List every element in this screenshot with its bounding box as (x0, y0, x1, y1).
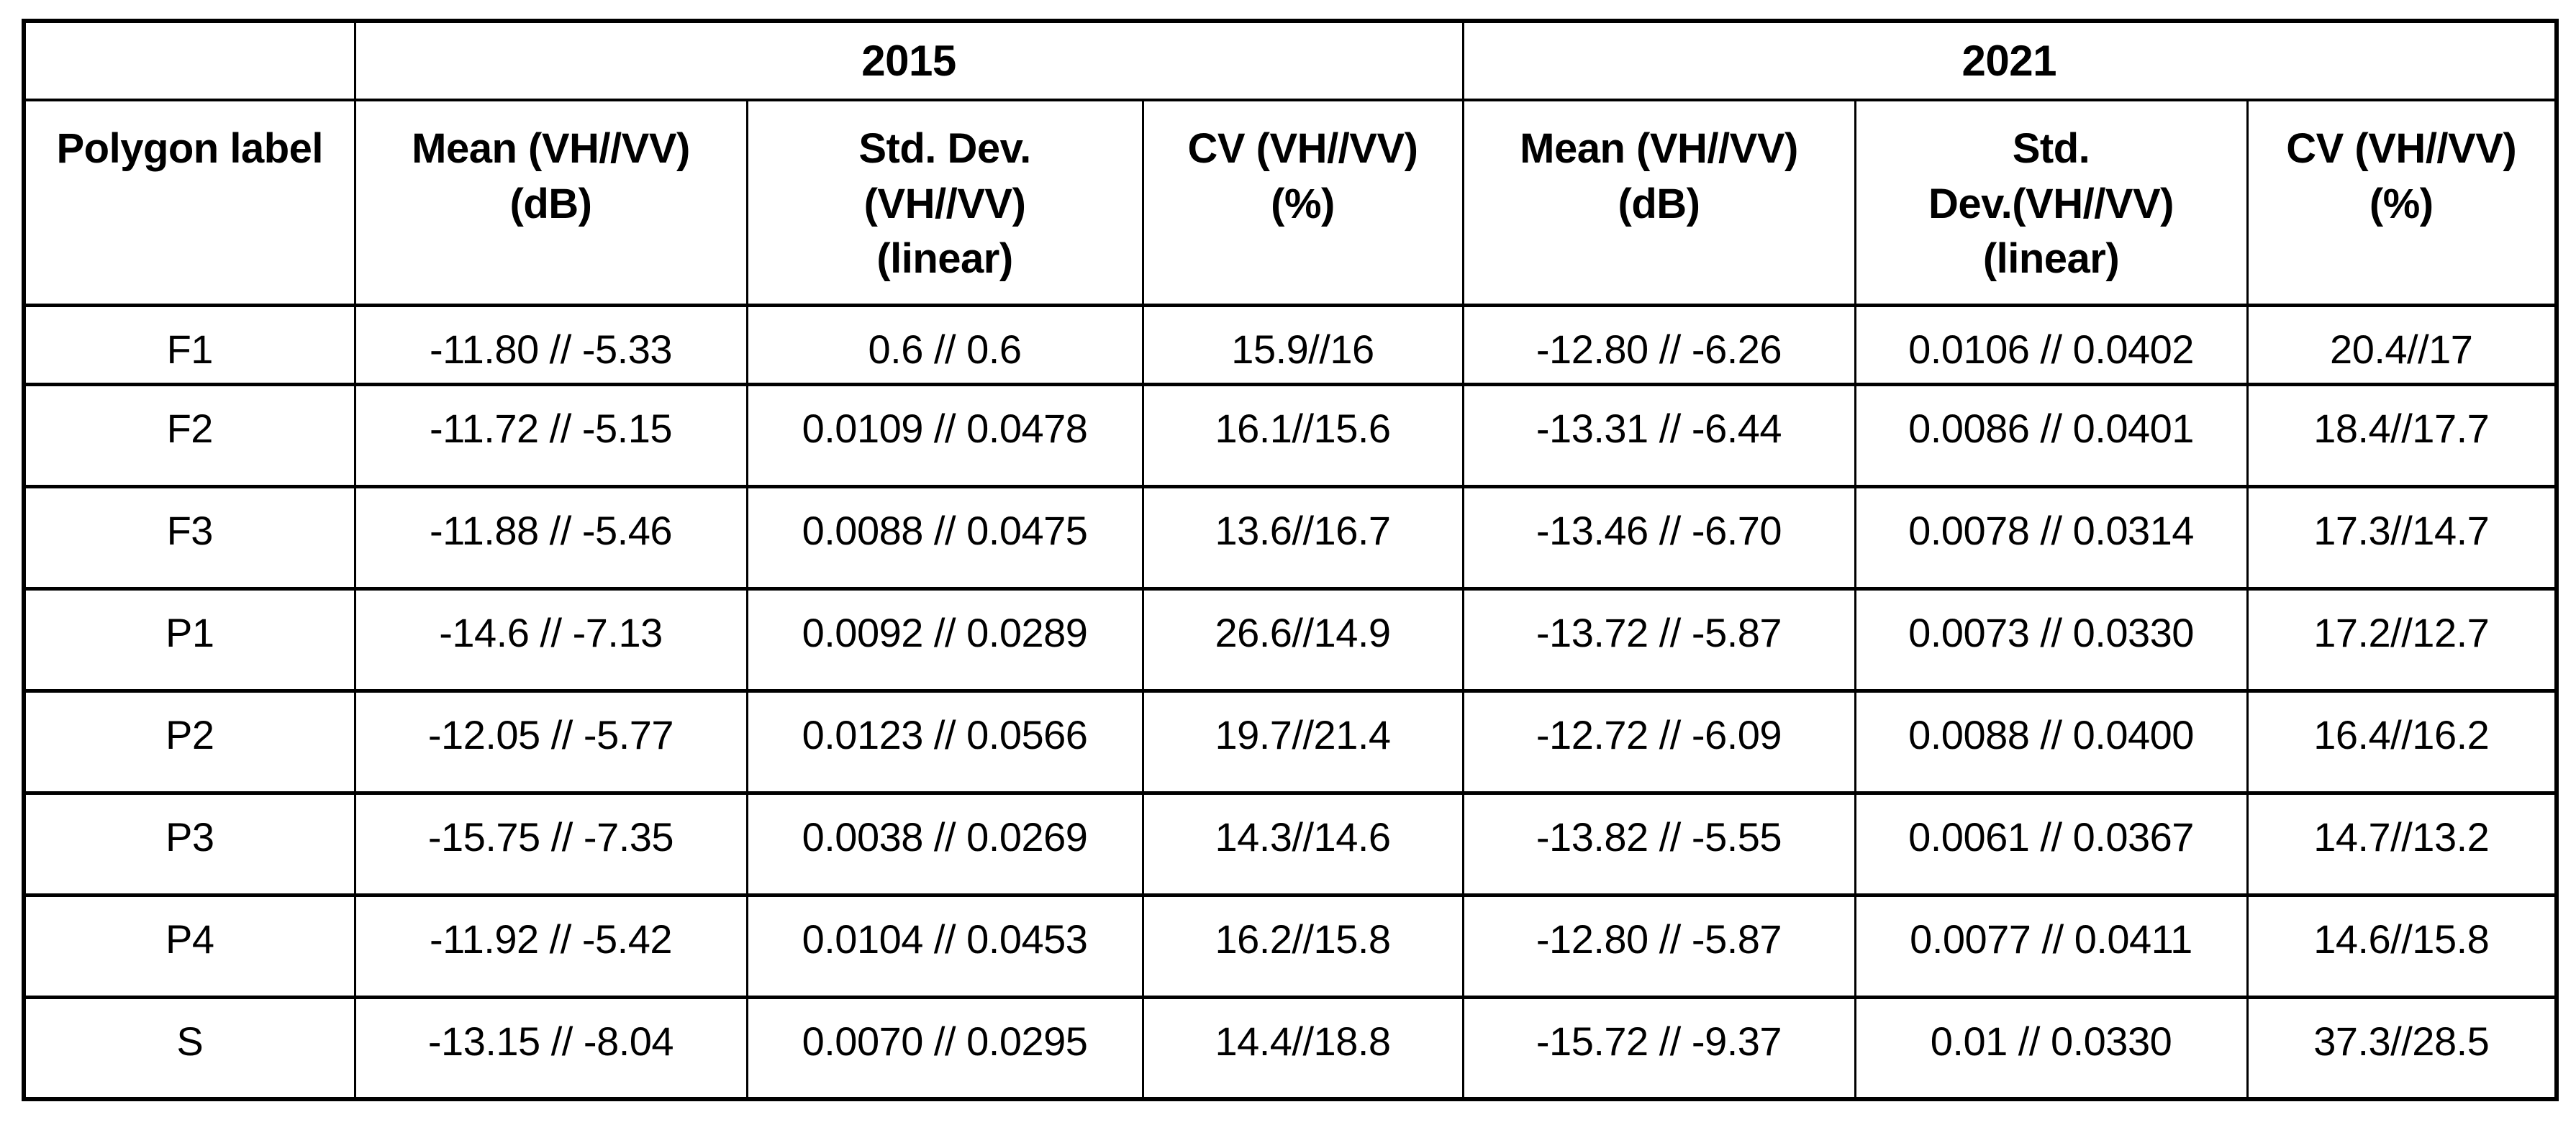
table-row-p3: P3 -15.75 // -7.35 0.0038 // 0.0269 14.3… (22, 791, 2558, 896)
data-cell: 20.4//17 (2246, 303, 2558, 386)
year-header-row: 2015 2021 (22, 19, 2558, 101)
data-cell: -14.6 // -7.13 (353, 586, 748, 692)
data-cell: -11.88 // -5.46 (353, 484, 748, 590)
data-cell: -12.72 // -6.09 (1461, 688, 1856, 794)
stddev-2021-header: Std. Dev.(VH//VV) (linear) (1854, 99, 2249, 306)
data-cell: 14.3//14.6 (1141, 791, 1464, 896)
table-row-p4: P4 -11.92 // -5.42 0.0104 // 0.0453 16.2… (22, 893, 2558, 998)
data-cell: 26.6//14.9 (1141, 586, 1464, 692)
data-cell: 19.7//21.4 (1141, 688, 1464, 794)
polygon-label-cell: P3 (22, 791, 356, 896)
polygon-label-cell: F1 (22, 303, 356, 386)
data-cell: 0.0038 // 0.0269 (745, 791, 1144, 896)
data-cell: -11.80 // -5.33 (353, 303, 748, 386)
data-cell: -15.72 // -9.37 (1461, 995, 1856, 1101)
data-cell: 14.6//15.8 (2246, 893, 2558, 998)
data-cell: -13.31 // -6.44 (1461, 382, 1856, 488)
data-cell: -13.15 // -8.04 (353, 995, 748, 1101)
data-cell: 0.0078 // 0.0314 (1854, 484, 2249, 590)
table-row-s: S -13.15 // -8.04 0.0070 // 0.0295 14.4/… (22, 995, 2558, 1101)
polygon-label-cell: F3 (22, 484, 356, 590)
data-cell: 18.4//17.7 (2246, 382, 2558, 488)
data-cell: 0.01 // 0.0330 (1854, 995, 2249, 1101)
data-cell: -11.72 // -5.15 (353, 382, 748, 488)
polygon-label-cell: S (22, 995, 356, 1101)
cv-2021-header: CV (VH//VV) (%) (2246, 99, 2558, 306)
cv-2015-header: CV (VH//VV) (%) (1141, 99, 1464, 306)
data-cell: 0.0123 // 0.0566 (745, 688, 1144, 794)
polygon-label-cell: F2 (22, 382, 356, 488)
polarimetry-statistics-table: 2015 2021 Polygon label Mean (VH//VV) (d… (22, 19, 2559, 1101)
data-cell: -11.92 // -5.42 (353, 893, 748, 998)
data-cell: 0.0088 // 0.0400 (1854, 688, 2249, 794)
table-row-p2: P2 -12.05 // -5.77 0.0123 // 0.0566 19.7… (22, 688, 2558, 794)
data-cell: 13.6//16.7 (1141, 484, 1464, 590)
data-cell: -13.46 // -6.70 (1461, 484, 1856, 590)
data-cell: 15.9//16 (1141, 303, 1464, 386)
table-row-f3: F3 -11.88 // -5.46 0.0088 // 0.0475 13.6… (22, 484, 2558, 590)
corner-cell (22, 19, 356, 101)
data-cell: 0.0086 // 0.0401 (1854, 382, 2249, 488)
year-2021-header: 2021 (1461, 19, 2558, 101)
data-cell: -13.82 // -5.55 (1461, 791, 1856, 896)
data-cell: 0.0092 // 0.0289 (745, 586, 1144, 692)
mean-2021-header: Mean (VH//VV) (dB) (1461, 99, 1856, 306)
data-cell: 0.0061 // 0.0367 (1854, 791, 2249, 896)
data-cell: 0.0104 // 0.0453 (745, 893, 1144, 998)
data-cell: 0.0088 // 0.0475 (745, 484, 1144, 590)
data-cell: -15.75 // -7.35 (353, 791, 748, 896)
data-cell: -12.80 // -5.87 (1461, 893, 1856, 998)
data-cell: -12.05 // -5.77 (353, 688, 748, 794)
table-row-p1: P1 -14.6 // -7.13 0.0092 // 0.0289 26.6/… (22, 586, 2558, 692)
data-cell: 16.1//15.6 (1141, 382, 1464, 488)
data-cell: 0.0109 // 0.0478 (745, 382, 1144, 488)
data-cell: 14.4//18.8 (1141, 995, 1464, 1101)
column-header-row: Polygon label Mean (VH//VV) (dB) Std. De… (22, 99, 2558, 306)
stddev-2015-header: Std. Dev. (VH//VV) (linear) (745, 99, 1144, 306)
data-cell: 0.0073 // 0.0330 (1854, 586, 2249, 692)
polygon-label-header: Polygon label (22, 99, 356, 306)
data-cell: 17.2//12.7 (2246, 586, 2558, 692)
data-cell: 0.0077 // 0.0411 (1854, 893, 2249, 998)
data-cell: 16.2//15.8 (1141, 893, 1464, 998)
data-cell: 0.0106 // 0.0402 (1854, 303, 2249, 386)
data-cell: 0.0070 // 0.0295 (745, 995, 1144, 1101)
data-cell: -13.72 // -5.87 (1461, 586, 1856, 692)
data-cell: 37.3//28.5 (2246, 995, 2558, 1101)
data-cell: 17.3//14.7 (2246, 484, 2558, 590)
polygon-label-cell: P4 (22, 893, 356, 998)
table-row-f2: F2 -11.72 // -5.15 0.0109 // 0.0478 16.1… (22, 382, 2558, 488)
polygon-label-cell: P1 (22, 586, 356, 692)
data-cell: 14.7//13.2 (2246, 791, 2558, 896)
year-2015-header: 2015 (353, 19, 1464, 101)
mean-2015-header: Mean (VH//VV) (dB) (353, 99, 748, 306)
data-cell: 0.6 // 0.6 (745, 303, 1144, 386)
data-cell: 16.4//16.2 (2246, 688, 2558, 794)
table-row-f1: F1 -11.80 // -5.33 0.6 // 0.6 15.9//16 -… (22, 303, 2558, 386)
data-cell: -12.80 // -6.26 (1461, 303, 1856, 386)
polygon-label-cell: P2 (22, 688, 356, 794)
